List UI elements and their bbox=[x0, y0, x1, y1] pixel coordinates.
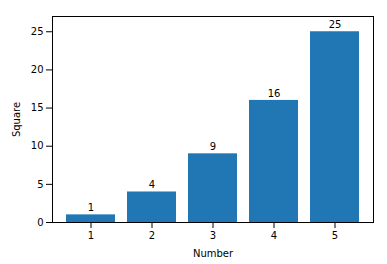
svg-text:5: 5 bbox=[332, 230, 338, 241]
svg-text:1: 1 bbox=[88, 230, 94, 241]
svg-text:2: 2 bbox=[149, 230, 155, 241]
svg-text:5: 5 bbox=[37, 179, 43, 190]
svg-text:25: 25 bbox=[31, 26, 44, 37]
svg-text:0: 0 bbox=[37, 217, 43, 228]
svg-text:15: 15 bbox=[31, 102, 44, 113]
svg-text:1: 1 bbox=[88, 202, 94, 213]
svg-text:4: 4 bbox=[149, 179, 155, 190]
svg-text:Square: Square bbox=[11, 102, 22, 137]
svg-text:3: 3 bbox=[210, 230, 216, 241]
svg-text:Number: Number bbox=[193, 248, 234, 259]
svg-text:25: 25 bbox=[329, 19, 342, 30]
svg-text:10: 10 bbox=[31, 140, 44, 151]
svg-text:9: 9 bbox=[210, 141, 216, 152]
svg-text:16: 16 bbox=[268, 88, 281, 99]
svg-text:4: 4 bbox=[271, 230, 277, 241]
svg-text:20: 20 bbox=[31, 64, 44, 75]
